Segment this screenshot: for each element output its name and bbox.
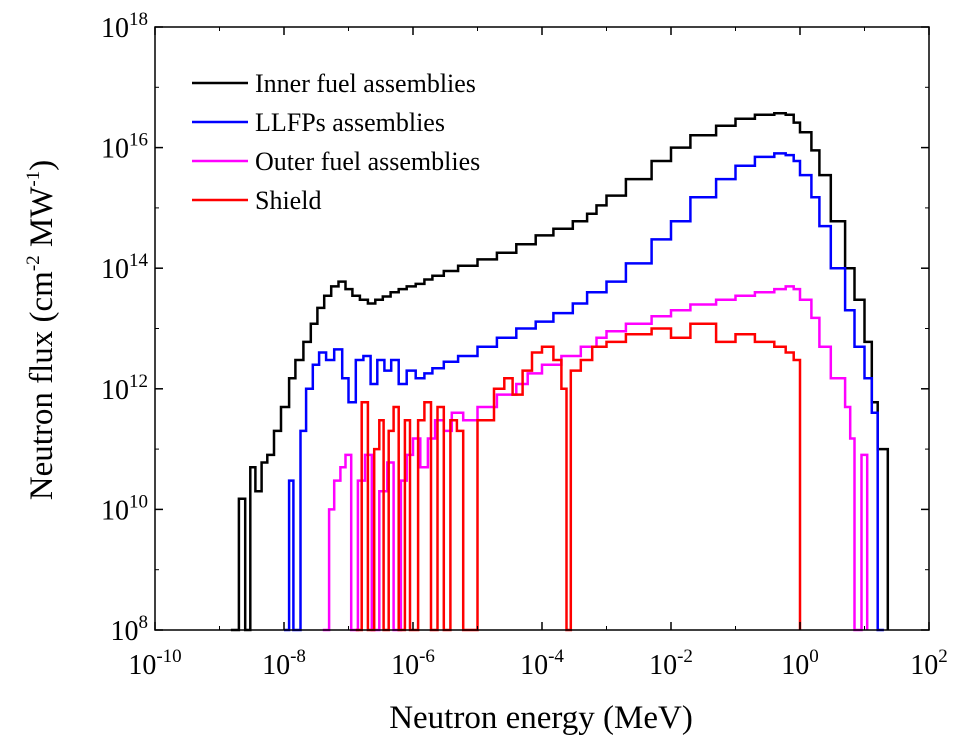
x-axis-title: Neutron energy (MeV): [389, 700, 693, 736]
x-tick-label: 102: [910, 646, 948, 681]
legend-label-outer-fuel: Outer fuel assemblies: [255, 147, 480, 176]
y-axis-title-exp-1: -2: [23, 255, 44, 271]
y-axis-title-part-a: Neutron flux (cm: [24, 271, 60, 500]
legend-label-shield: Shield: [255, 186, 321, 215]
x-tick-label: 10-8: [262, 646, 306, 681]
y-tick-label: 1018: [101, 9, 148, 44]
y-tick-label: 1010: [101, 491, 148, 526]
legend-label-llfps: LLFPs assemblies: [255, 108, 445, 137]
x-axis-ticks: 10-10 10-8 10-6 10-4 10-2 100 102: [128, 27, 948, 681]
series-line-3: [355, 322, 802, 632]
y-tick-label: 1016: [101, 130, 148, 165]
y-axis-title-part-c: ): [24, 160, 60, 171]
x-tick-label: 10-2: [649, 646, 693, 681]
y-axis-ticks: 108 1010 1012 1014 1016 1018: [101, 9, 929, 647]
y-axis-title-exp-2: -1: [23, 171, 44, 187]
x-tick-label: 10-10: [128, 646, 181, 681]
legend: Inner fuel assemblies LLFPs assemblies O…: [192, 69, 480, 215]
series-line-1: [284, 152, 884, 632]
y-tick-label: 108: [111, 612, 149, 647]
y-tick-label: 1012: [101, 371, 148, 406]
y-axis-title-part-b: MW: [24, 186, 60, 256]
series-layer: [230, 112, 890, 632]
y-tick-label: 1014: [101, 250, 149, 285]
legend-label-inner-fuel: Inner fuel assemblies: [255, 69, 476, 98]
x-tick-label: 10-6: [391, 646, 435, 681]
y-axis-title: Neutron flux (cm-2 MW-1): [23, 160, 60, 501]
x-tick-label: 100: [781, 646, 819, 681]
series-line-0: [230, 112, 890, 632]
x-tick-label: 10-4: [520, 646, 564, 681]
